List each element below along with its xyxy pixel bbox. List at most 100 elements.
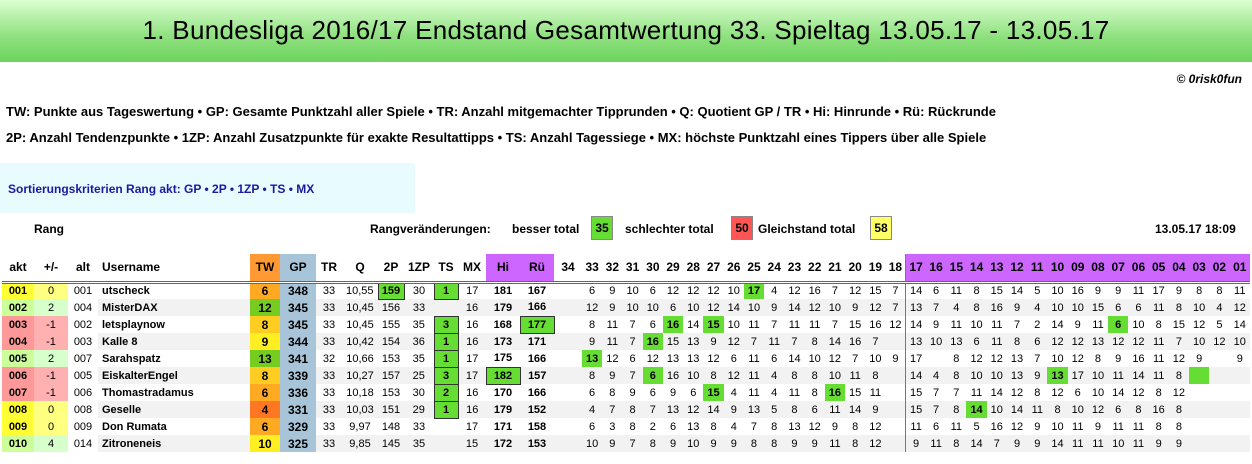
col-header-spieltag[interactable]: 07	[1108, 254, 1129, 282]
matchday-points: 8	[973, 301, 980, 314]
col-header-spieltag[interactable]: 26	[723, 254, 744, 282]
col-header-spieltag[interactable]: 34	[554, 254, 582, 282]
matchday-points: 6	[811, 403, 818, 416]
tr-count: 33	[322, 335, 336, 348]
col-header-spieltag[interactable]: 27	[703, 254, 724, 282]
col-header-spieltag[interactable]: 33	[582, 254, 603, 282]
matchday-points: 8	[953, 352, 960, 365]
matchday-points: 14	[966, 401, 987, 418]
col-header-spieltag[interactable]: 19	[865, 254, 886, 282]
col-header-spieltag[interactable]: 08	[1087, 254, 1109, 282]
rank-change: 0	[34, 282, 68, 299]
col-header-spieltag[interactable]: 29	[662, 254, 684, 282]
matchday-points: 11	[1132, 420, 1145, 433]
col-header-username[interactable]: Username	[98, 254, 250, 282]
table-row[interactable]: 004 -1 003 Kalle 8 9 344 33 10,42 154 36 1 16 173 171…	[2, 332, 1250, 351]
col-header-spieltag[interactable]: 10	[1047, 254, 1068, 282]
username: Thomastradamus	[102, 386, 194, 399]
col-header-spieltag[interactable]: 32	[602, 254, 623, 282]
matchday-points: 7	[629, 335, 636, 348]
matchday-points: 16	[824, 384, 846, 401]
quotient: 9,97	[349, 420, 371, 433]
matchday-points: 7	[791, 335, 798, 348]
col-header-spieltag[interactable]: 23	[784, 254, 805, 282]
col-header-spieltag[interactable]: 15	[946, 254, 967, 282]
col-header-spieltag[interactable]: 21	[824, 254, 846, 282]
col-header-spieltag[interactable]: 02	[1209, 254, 1230, 282]
table-row[interactable]: 002 2 004 MisterDAX 12 345 33 10,45 156 33 16 179 16…	[2, 299, 1250, 316]
matchday-points: 7	[771, 318, 778, 331]
table-row[interactable]: 007 -1 006 Thomastradamus 6 336 33 10,18 153 30 2 1…	[2, 383, 1250, 402]
col-header-spieltag[interactable]: 03	[1189, 254, 1210, 282]
col-header-xxx[interactable]: +/-	[34, 254, 68, 282]
matchday-points: 14	[905, 316, 926, 333]
table-row[interactable]: 009 0 009 Don Rumata 6 329 33 9,97 148 33 17 171 158…	[2, 418, 1250, 435]
col-header-spieltag[interactable]: 12	[1006, 254, 1028, 282]
table-row[interactable]: 005 2 007 Sarahspatz 13 341 32 10,66 153 35 1 17 175…	[2, 349, 1250, 368]
matchday-points	[554, 435, 582, 452]
col-header-spieltag[interactable]: 05	[1148, 254, 1169, 282]
col-header-mx[interactable]: MX	[458, 254, 486, 282]
col-header-spieltag[interactable]: 06	[1128, 254, 1149, 282]
rank-previous: 008	[68, 401, 98, 418]
col-header-q[interactable]: Q	[342, 254, 378, 282]
col-header-alt[interactable]: alt	[68, 254, 98, 282]
col-header-hi[interactable]: Hi	[486, 254, 520, 282]
col-header-spieltag[interactable]: 20	[845, 254, 866, 282]
table-row[interactable]: 001 0 001 utscheck 6 348 33 10,55 159 30 1 17 181 167…	[2, 281, 1250, 300]
col-header-spieltag[interactable]: 30	[642, 254, 663, 282]
col-header-spieltag[interactable]: 01	[1229, 254, 1250, 282]
tendency-points: 153	[381, 386, 401, 399]
matchday-points: 11	[970, 386, 983, 399]
matchday-points	[1209, 367, 1229, 384]
col-header-spieltag[interactable]: 13	[986, 254, 1007, 282]
matchday-points: 12	[606, 352, 619, 365]
tendency-points: 157	[381, 369, 401, 382]
matchday-points: 16	[808, 285, 821, 298]
matchday-points: 9	[629, 386, 636, 399]
second-half: 166	[527, 352, 547, 365]
quotient: 10,55	[345, 285, 374, 298]
col-header-spieltag[interactable]: 24	[764, 254, 785, 282]
quotient: 10,45	[346, 318, 374, 331]
matchday-points: 9	[609, 437, 616, 450]
col-header-spieltag[interactable]: 28	[683, 254, 704, 282]
tw-points: 6	[250, 282, 280, 299]
col-header-2p[interactable]: 2P	[378, 254, 404, 282]
col-header-spieltag[interactable]: 16	[925, 254, 947, 282]
matchday-points: 8	[771, 420, 778, 433]
col-header-tr[interactable]: TR	[316, 254, 342, 282]
col-header-ts[interactable]: TS	[434, 254, 458, 282]
col-header-gp[interactable]: GP	[280, 254, 316, 282]
col-header-spieltag[interactable]: 17	[905, 254, 926, 282]
col-header-spieltag[interactable]: 22	[804, 254, 825, 282]
table-row[interactable]: 003 -1 002 letsplaynow 8 345 33 10,45 155 35 3 16 16…	[2, 315, 1250, 334]
col-header-spieltag[interactable]: 18	[885, 254, 906, 282]
matchday-points: 9	[710, 335, 717, 348]
col-header-spieltag[interactable]: 04	[1168, 254, 1190, 282]
day-wins	[434, 418, 458, 435]
rank-previous: 014	[68, 435, 98, 452]
matchday-points: 16	[849, 335, 862, 348]
col-header-akt[interactable]: akt	[2, 254, 34, 282]
col-header-spieltag[interactable]: 14	[966, 254, 987, 282]
col-header-1zp[interactable]: 1ZP	[404, 254, 434, 282]
tr-count: 33	[322, 285, 336, 298]
col-header-spieltag[interactable]: 31	[622, 254, 643, 282]
second-half: 166	[527, 301, 547, 314]
table-row[interactable]: 006 -1 005 EiskalterEngel 8 339 33 10,27 157 25 3 1…	[2, 366, 1250, 385]
matchday-points: 6	[649, 285, 656, 298]
max-points: 17	[465, 369, 479, 382]
matchday-points: 17	[1152, 285, 1165, 298]
table-row[interactable]: 010 4 014 Zitroneneis 10 325 33 9,85 145 35 15 172 1…	[2, 435, 1250, 452]
col-header-spieltag[interactable]: 09	[1067, 254, 1088, 282]
col-header-spieltag[interactable]: 11	[1027, 254, 1048, 282]
table-row[interactable]: 008 0 008 Geselle 4 331 33 10,03 151 29 1 16 179 152 4…	[2, 400, 1250, 419]
matchday-points: 12	[869, 420, 882, 433]
matchday-points: 12	[727, 335, 740, 348]
col-header-spieltag[interactable]: 25	[743, 254, 765, 282]
first-half: 170	[493, 386, 513, 399]
matchday-points: 14	[707, 403, 720, 416]
col-header-tw[interactable]: TW	[250, 254, 280, 282]
col-header-rx[interactable]: Rü	[520, 254, 554, 282]
